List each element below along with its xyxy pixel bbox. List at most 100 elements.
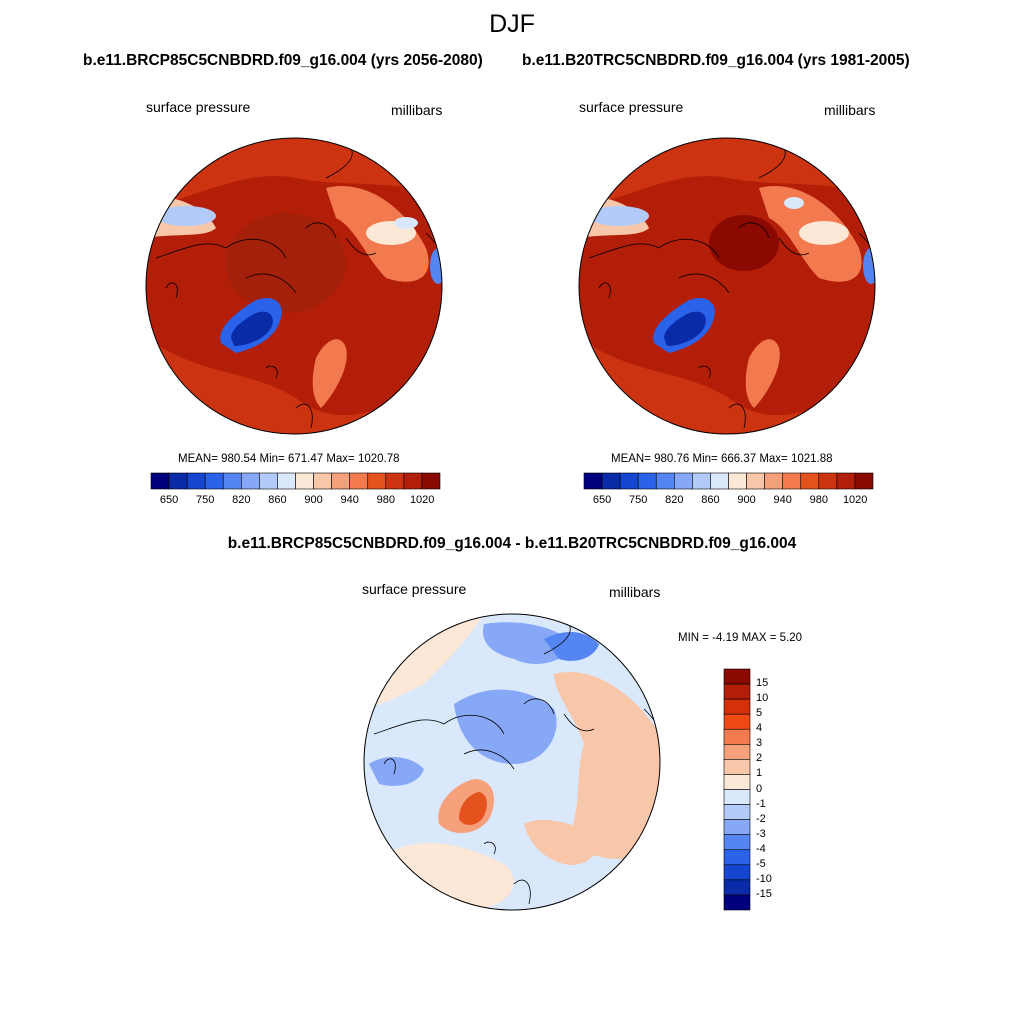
historical-colorbar-swatch <box>782 472 802 490</box>
future-colorbar-ticks: 650 750 820 860 900 940 980 1020 <box>151 494 440 508</box>
difference-colorbar-swatch <box>723 804 751 820</box>
historical-field-siberia <box>799 221 849 245</box>
historical-field-siberia-low <box>784 197 804 209</box>
historical-colorbar-tick-label: 750 <box>629 494 648 506</box>
difference-colorbar-swatch <box>723 789 751 805</box>
difference-colorbar-ticks: 15 10 5 4 3 2 1 0 -1 -2 -3 -4 -5 -10 -15 <box>756 669 796 910</box>
future-field-greenland-core <box>231 311 273 346</box>
difference-colorbar-tick-label: 0 <box>756 782 763 795</box>
difference-colorbar-tick-label: 5 <box>756 707 763 720</box>
difference-colorbar-tick-label: 4 <box>756 722 763 735</box>
historical-colorbar-swatch <box>655 472 675 490</box>
historical-colorbar-ticks: 650 750 820 860 900 940 980 1020 <box>584 494 873 508</box>
historical-colorbar-tick-label: 1020 <box>842 494 868 506</box>
future-colorbar-swatch <box>241 472 260 490</box>
future-colorbar-tick-label: 650 <box>159 494 179 506</box>
difference-colorbar-tick-label: -3 <box>756 827 766 840</box>
future-run-title: b.e11.BRCP85C5CNBDRD.f09_g16.004 (yrs 20… <box>83 52 483 69</box>
difference-colorbar-swatch <box>723 819 751 835</box>
historical-colorbar-swatch <box>854 472 874 490</box>
historical-colorbar-swatch <box>710 472 729 490</box>
future-colorbar-swatch <box>313 472 332 490</box>
future-colorbar-tick-label: 820 <box>232 494 251 506</box>
historical-colorbar-tick-label: 820 <box>665 494 684 506</box>
difference-field-north-negative <box>544 632 599 661</box>
difference-field-east-positive <box>554 672 660 860</box>
difference-colorbar-tick-label: -10 <box>756 872 772 885</box>
future-variable-label: surface pressure <box>146 99 251 115</box>
difference-colorbar-swatch <box>723 744 751 760</box>
historical-colorbar-swatch <box>601 472 621 490</box>
difference-colorbar-tick-label: 10 <box>756 692 769 705</box>
difference-colorbar-swatch <box>723 683 751 700</box>
difference-colorbar-tick-label: 3 <box>756 737 763 750</box>
future-field-tibet-low <box>430 248 442 284</box>
future-colorbar <box>150 472 441 490</box>
difference-colorbar <box>723 668 751 911</box>
difference-colorbar-tick-label: 15 <box>756 677 769 690</box>
historical-colorbar-swatch <box>674 472 693 490</box>
future-colorbar-tick-label: 1020 <box>409 494 435 506</box>
future-colorbar-swatch <box>222 472 242 490</box>
historical-variable-label: surface pressure <box>579 99 684 115</box>
future-field-pole-high <box>226 213 346 313</box>
historical-colorbar-swatch <box>746 472 765 490</box>
future-coastlines <box>155 147 439 429</box>
historical-colorbar-swatch <box>583 472 603 490</box>
difference-colorbar-swatch <box>723 728 751 745</box>
future-colorbar-tick-label: 860 <box>268 494 287 506</box>
historical-coastlines <box>588 147 872 429</box>
difference-coastlines <box>373 623 657 905</box>
historical-field-greenland-core <box>664 311 706 346</box>
future-colorbar-swatch <box>295 472 314 490</box>
historical-field-pole-high <box>709 215 779 271</box>
future-field-south <box>146 338 442 434</box>
difference-variable-label: surface pressure <box>362 581 467 597</box>
difference-colorbar-swatch <box>723 849 751 866</box>
historical-run-title: b.e11.B20TRC5CNBDRD.f09_g16.004 (yrs 198… <box>522 52 910 69</box>
historical-field-rockies-low <box>589 206 649 226</box>
difference-colorbar-tick-label: -2 <box>756 812 766 825</box>
difference-colorbar-tick-label: -1 <box>756 797 766 810</box>
difference-colorbar-swatch <box>723 668 751 685</box>
historical-colorbar-swatch <box>619 472 639 490</box>
difference-colorbar-tick-label: 2 <box>756 752 763 765</box>
difference-colorbar-tick-label: -15 <box>756 887 772 900</box>
difference-colorbar-tick-label: -5 <box>756 857 766 870</box>
future-colorbar-swatch <box>421 472 441 490</box>
difference-colorbar-tick-label: -4 <box>756 842 766 855</box>
future-colorbar-swatch <box>331 472 350 490</box>
future-colorbar-swatch <box>403 472 423 490</box>
future-colorbar-tick-label: 750 <box>196 494 215 506</box>
difference-title: b.e11.BRCP85C5CNBDRD.f09_g16.004 - b.e11… <box>227 535 797 552</box>
future-field-scandinavia <box>312 339 347 408</box>
future-stats: MEAN= 980.54 Min= 671.47 Max= 1020.78 <box>178 453 400 465</box>
historical-colorbar-swatch <box>818 472 838 490</box>
historical-colorbar-tick-label: 980 <box>809 494 828 506</box>
difference-field-west-negative <box>369 757 424 786</box>
future-colorbar-swatch <box>168 472 188 490</box>
difference-units-label: millibars <box>609 584 661 600</box>
historical-field-tibet-low <box>863 248 875 284</box>
historical-colorbar-swatch <box>800 472 820 490</box>
historical-field-south <box>579 338 875 434</box>
historical-colorbar-swatch <box>836 472 856 490</box>
difference-field-pole-negative <box>454 689 557 764</box>
future-colorbar-swatch <box>367 472 387 490</box>
historical-polar-map <box>578 137 876 435</box>
difference-field-pacific-negative <box>483 622 574 664</box>
historical-stats: MEAN= 980.76 Min= 666.37 Max= 1021.88 <box>611 453 833 465</box>
historical-colorbar-swatch <box>692 472 711 490</box>
future-colorbar-swatch <box>204 472 224 490</box>
figure-title: DJF <box>489 10 535 38</box>
historical-colorbar-tick-label: 940 <box>773 494 792 506</box>
historical-colorbar-swatch <box>728 472 747 490</box>
future-colorbar-swatch <box>150 472 170 490</box>
difference-field-greenland-core <box>459 792 487 826</box>
difference-colorbar-swatch <box>723 759 751 775</box>
future-field-siberia-low <box>394 217 418 229</box>
difference-colorbar-swatch <box>723 894 751 911</box>
future-colorbar-swatch <box>385 472 405 490</box>
historical-field-scandinavia <box>745 339 780 408</box>
difference-field-europe-positive <box>524 819 597 865</box>
